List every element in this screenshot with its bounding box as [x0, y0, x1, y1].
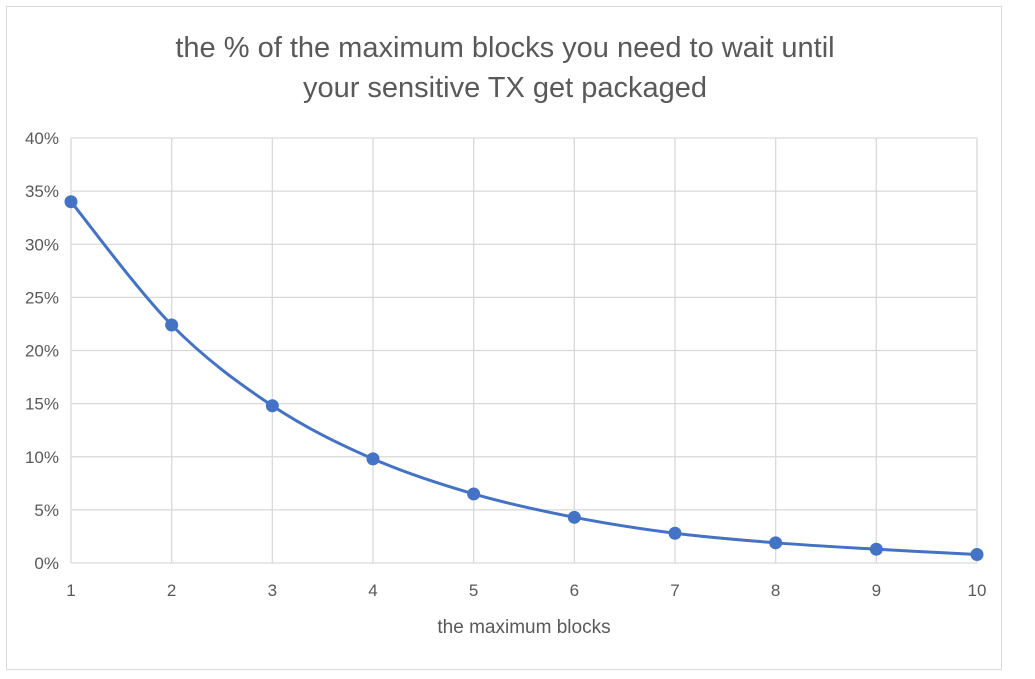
chart-title: the % of the maximum blocks you need to …: [0, 28, 1010, 108]
x-tick-label: 5: [469, 581, 478, 600]
y-tick-label: 10%: [25, 448, 59, 467]
data-point: [64, 195, 78, 209]
data-point: [668, 526, 682, 540]
x-axis-tick-labels: 1 2 3 4 5 6 7 8 9 10: [66, 581, 986, 600]
series-line: [69, 200, 979, 556]
data-point: [970, 548, 984, 561]
y-axis-tick-labels: 0% 5% 10% 15% 20% 25% 30% 35% 40%: [25, 129, 59, 573]
x-tick-label: 2: [167, 581, 176, 600]
x-tick-label: 9: [872, 581, 881, 600]
data-point: [869, 542, 883, 556]
chart-title-line-1: the % of the maximum blocks you need to …: [175, 32, 835, 64]
x-axis-title: the maximum blocks: [437, 617, 610, 638]
y-tick-label: 5%: [34, 501, 59, 520]
y-tick-label: 20%: [25, 342, 59, 361]
x-tick-label: 6: [570, 581, 579, 600]
y-tick-label: 35%: [25, 182, 59, 201]
x-tick-label: 8: [771, 581, 780, 600]
gridlines: [70, 137, 978, 564]
y-tick-label: 25%: [25, 288, 59, 307]
y-tick-label: 40%: [25, 129, 59, 148]
chart-title-line-2: your sensitive TX get packaged: [302, 72, 708, 104]
x-tick-label: 7: [670, 581, 679, 600]
x-tick-label: 10: [968, 581, 987, 600]
series-group: [64, 195, 984, 561]
y-tick-label: 15%: [25, 395, 59, 414]
y-tick-label: 0%: [34, 554, 59, 573]
data-point: [265, 399, 279, 413]
data-point: [165, 318, 179, 332]
x-tick-label: 3: [268, 581, 277, 600]
y-tick-label: 30%: [25, 235, 59, 254]
data-point: [769, 536, 783, 550]
x-tick-label: 4: [368, 581, 377, 600]
data-point: [366, 452, 380, 466]
data-point: [467, 487, 481, 501]
x-tick-label: 1: [66, 581, 75, 600]
data-point: [567, 510, 581, 524]
